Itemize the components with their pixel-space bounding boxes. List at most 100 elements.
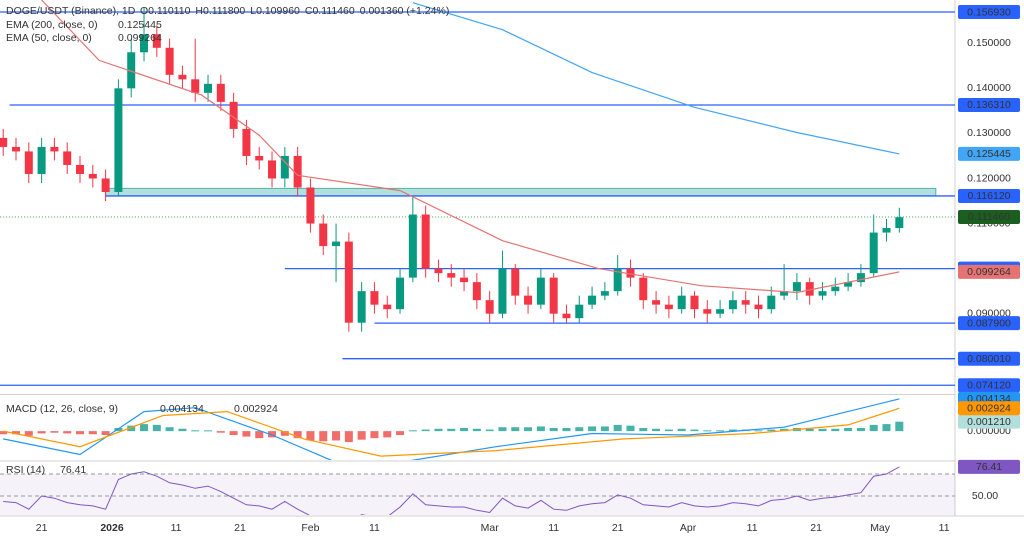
candle-body — [447, 273, 456, 278]
price-badge — [958, 414, 1020, 429]
price-badge-label: 0.001210 — [967, 416, 1011, 428]
x-tick-label: 11 — [548, 522, 559, 534]
candle-body — [472, 282, 481, 301]
candle-body — [895, 217, 904, 229]
candle-body — [805, 282, 814, 296]
macd-histogram-bar — [37, 431, 46, 434]
macd-histogram-bar — [165, 427, 174, 432]
price-badge-label: 0.116120 — [967, 190, 1010, 202]
candle-body — [536, 277, 545, 305]
macd-histogram-bar — [216, 431, 225, 433]
rsi-band — [0, 473, 955, 515]
macd-histogram-bar — [178, 428, 187, 432]
x-tick-label: 2026 — [100, 522, 124, 534]
price-badge — [958, 459, 1020, 474]
price-badge — [958, 351, 1020, 366]
macd-histogram-bar — [767, 429, 776, 432]
macd-histogram-bar — [447, 428, 456, 432]
ohlc-value: O0.110110 — [140, 5, 191, 17]
macd-histogram-bar — [485, 429, 494, 432]
macd-histogram-bar — [588, 426, 597, 432]
candle-body — [703, 309, 712, 314]
candle-body — [140, 34, 149, 53]
macd-histogram-bar — [690, 429, 699, 432]
macd-histogram-bar — [204, 430, 213, 432]
candle-body — [242, 128, 251, 156]
ema-legend-value: 0.125445 — [118, 19, 162, 31]
candle-body — [293, 155, 302, 188]
candle-body — [792, 282, 801, 292]
candle-body — [652, 300, 661, 305]
price-badge — [958, 401, 1020, 416]
candle-body — [357, 291, 366, 323]
macd-histogram-bar — [639, 428, 648, 432]
macd-histogram-bar — [12, 431, 21, 435]
y-tick-label: 0.150000 — [967, 37, 1011, 49]
price-badge — [958, 378, 1020, 393]
x-tick-label: 11 — [939, 522, 950, 534]
candle-body — [191, 79, 200, 93]
candle-body — [255, 155, 264, 161]
x-tick-label: 11 — [369, 522, 380, 534]
candle-body — [780, 291, 789, 296]
y-tick-label: 0.130000 — [967, 127, 1011, 139]
candle-body — [396, 277, 405, 310]
price-badge-label: 0.080010 — [967, 353, 1011, 365]
price-badge — [958, 264, 1020, 279]
x-tick-label: Feb — [301, 522, 319, 534]
macd-histogram-bar — [780, 428, 789, 432]
ema-line — [412, 2, 900, 155]
macd-pane — [0, 398, 904, 460]
macd-histogram-bar — [472, 428, 481, 432]
candle-body — [869, 232, 878, 274]
macd-histogram-bar — [383, 431, 392, 438]
candle-body — [319, 223, 328, 247]
price-badge — [958, 209, 1020, 224]
candle-body — [332, 241, 341, 247]
x-tick-label: 11 — [747, 522, 758, 534]
candle-body — [728, 300, 737, 310]
candle-body — [216, 83, 225, 102]
y-tick-label: 0.120000 — [967, 172, 1011, 184]
macd-histogram-bar — [703, 430, 712, 432]
candle-body — [767, 295, 776, 310]
candle-body — [600, 291, 609, 296]
price-badge — [958, 97, 1020, 112]
macd-histogram-bar — [895, 421, 904, 432]
macd-histogram-bar — [754, 430, 763, 432]
macd-histogram-bar — [101, 431, 110, 436]
price-badge-label: 0.156930 — [967, 6, 1011, 18]
symbol-title: DOGE/USDT (Binance), 1D — [6, 5, 136, 17]
x-tick-label: 11 — [171, 522, 182, 534]
candle-body — [511, 268, 520, 296]
macd-histogram-bar — [396, 431, 405, 436]
candle-body — [434, 268, 443, 274]
y-tick-label: 0.140000 — [967, 82, 1011, 94]
macd-histogram-bar — [127, 425, 136, 432]
rsi-line — [3, 466, 900, 515]
macd-histogram-bar — [332, 431, 341, 441]
macd-line — [3, 398, 900, 460]
price-badge-label: 0.099264 — [967, 266, 1011, 278]
ohlc-value: L0.109960 — [250, 5, 300, 17]
price-badge-label: 0.125445 — [967, 148, 1011, 160]
macd-histogram-bar — [421, 429, 430, 432]
candle-body — [421, 214, 430, 269]
macd-histogram-bar — [716, 430, 725, 432]
candle-body — [37, 146, 46, 174]
candle-body — [844, 282, 853, 287]
support-zone — [105, 187, 937, 197]
candle-body — [178, 74, 187, 80]
macd-histogram-bar — [306, 431, 315, 441]
macd-histogram-bar — [613, 424, 622, 432]
ohlc-value: C0.111460 — [305, 5, 355, 17]
x-tick-label: 21 — [36, 522, 48, 534]
macd-legend: MACD (12, 26, close, 9) — [6, 403, 118, 415]
macd-histogram-bar — [498, 427, 507, 432]
candle-body — [50, 146, 59, 152]
price-badge — [958, 316, 1020, 331]
macd-histogram-bar — [76, 431, 85, 435]
x-tick-label: 21 — [234, 522, 246, 534]
macd-histogram-bar — [140, 424, 149, 432]
